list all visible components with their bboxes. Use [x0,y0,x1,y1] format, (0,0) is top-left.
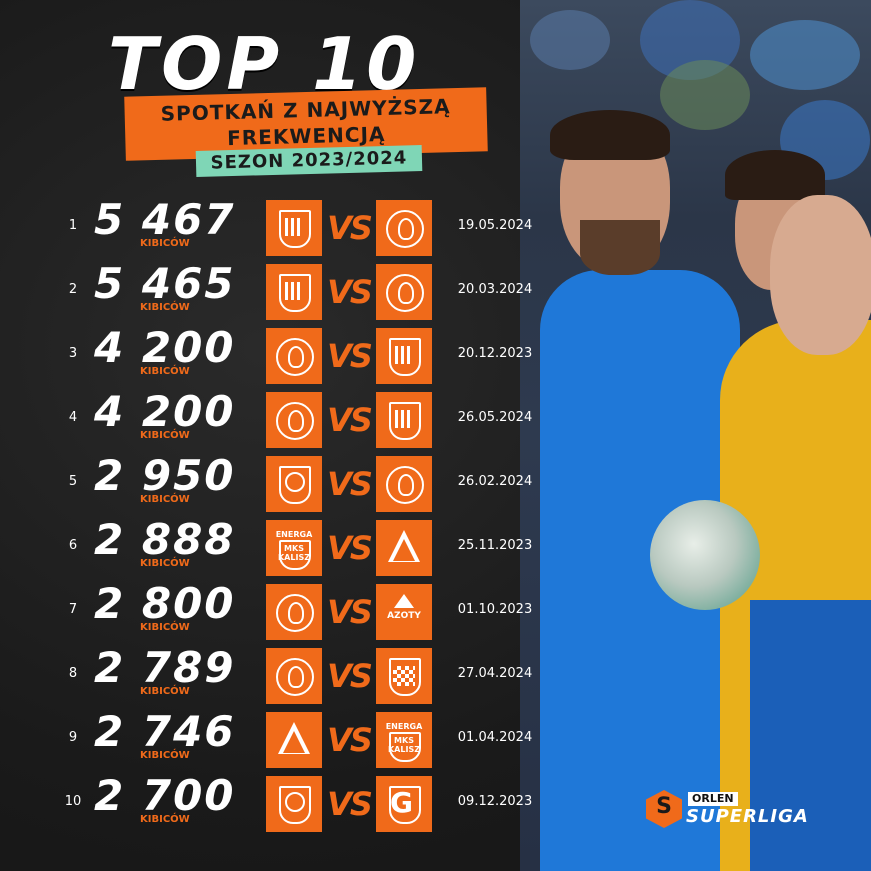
rank-number: 9 [68,730,78,745]
versus-label: VS [327,401,373,439]
ranking-row: 3 4 200 KIBICÓW VS 20.12.2023 [0,324,560,384]
match-date: 01.10.2023 [457,602,533,617]
versus-label: VS [327,785,373,823]
match-date: 01.04.2024 [457,730,533,745]
crest-text-energa: ENERGA [275,530,313,539]
checkered-shield-icon [376,648,432,704]
versus-label: VS [327,529,373,567]
page-title: TOP 10 [108,22,421,106]
handball-player-icon [376,264,432,320]
ranking-row: 5 2 950 KIBICÓW VS 26.02.2024 [0,452,560,512]
crest-text-kalisz: KALISZ [387,745,421,754]
attendance-unit-label: KIBICÓW [140,814,190,825]
azoty-crest-icon: AZOTY [376,584,432,640]
season-badge: SEZON 2023/2024 [195,145,423,177]
attendance-unit-label: KIBICÓW [140,494,190,505]
handball-player-icon [266,328,322,384]
match-date: 09.12.2023 [457,794,533,809]
versus-label: VS [327,273,373,311]
shield-ball-icon [266,776,322,832]
triangle-crest-icon [376,520,432,576]
ranking-row: 7 2 800 KIBICÓW VS AZOTY 01.10.2023 [0,580,560,640]
attendance-value: 2 746 [94,707,236,756]
attendance-value: 4 200 [94,323,236,372]
versus-label: VS [327,657,373,695]
attendance-value: 2 950 [94,451,236,500]
attendance-unit-label: KIBICÓW [140,750,190,761]
ranking-row: 1 5 467 KIBICÓW VS 19.05.2024 [0,196,560,256]
attendance-unit-label: KIBICÓW [140,622,190,633]
energa-mks-kalisz-crest: ENERGA MKS KALISZ [376,712,432,768]
rank-number: 3 [68,346,78,361]
shield-stripes-icon [266,264,322,320]
match-date: 20.12.2023 [457,346,533,361]
match-date: 20.03.2024 [457,282,533,297]
rank-number: 5 [68,474,78,489]
rank-number: 10 [64,794,82,809]
logo-superliga-text: SUPERLIGA [686,806,809,827]
rank-number: 8 [68,666,78,681]
ranking-row: 6 2 888 KIBICÓW ENERGA MKS KALISZ VS 25.11.2023 [0,516,560,576]
g-shield-icon: G [376,776,432,832]
attendance-unit-label: KIBICÓW [140,238,190,249]
shield-stripes-icon [266,200,322,256]
crest-text-kalisz: KALISZ [277,553,311,562]
crest-text-mks: MKS [394,736,414,745]
background-photo [520,0,871,871]
rank-number: 7 [68,602,78,617]
handball-ball [650,500,760,610]
orlen-superliga-logo: S ORLEN SUPERLIGA [646,790,816,830]
match-date: 26.02.2024 [457,474,533,489]
attendance-value: 4 200 [94,387,236,436]
handball-player-icon [376,456,432,512]
attendance-value: 5 467 [94,195,236,244]
match-date: 25.11.2023 [457,538,533,553]
handball-player-icon [266,392,322,448]
ranking-row: 9 2 746 KIBICÓW VS ENERGA MKS KALISZ 01.04.2024 [0,708,560,768]
ranking-row: 4 4 200 KIBICÓW VS 26.05.2024 [0,388,560,448]
rank-number: 6 [68,538,78,553]
logo-orlen-text: ORLEN [688,792,738,806]
handball-player-icon [266,648,322,704]
shield-stripes-icon [376,328,432,384]
attendance-unit-label: KIBICÓW [140,366,190,377]
attendance-value: 2 888 [94,515,236,564]
attendance-value: 2 700 [94,771,236,820]
versus-label: VS [327,209,373,247]
attendance-unit-label: KIBICÓW [140,558,190,569]
versus-label: VS [327,465,373,503]
attendance-unit-label: KIBICÓW [140,430,190,441]
attendance-unit-label: KIBICÓW [140,302,190,313]
energa-mks-kalisz-crest: ENERGA MKS KALISZ [266,520,322,576]
versus-label: VS [327,337,373,375]
handball-player-icon [266,584,322,640]
versus-label: VS [327,721,373,759]
match-date: 26.05.2024 [457,410,533,425]
match-date: 27.04.2024 [457,666,533,681]
rank-number: 2 [68,282,78,297]
handball-player-icon [376,200,432,256]
match-date: 19.05.2024 [457,218,533,233]
attendance-value: 2 789 [94,643,236,692]
crest-text-azoty: AZOTY [387,611,421,621]
shield-stripes-icon [376,392,432,448]
ranking-row: 2 5 465 KIBICÓW VS 20.03.2024 [0,260,560,320]
rank-number: 1 [68,218,78,233]
triangle-crest-icon [266,712,322,768]
attendance-unit-label: KIBICÓW [140,686,190,697]
attendance-value: 5 465 [94,259,236,308]
ranking-row: 10 2 700 KIBICÓW VS G 09.12.2023 [0,772,560,832]
shield-ball-icon [266,456,322,512]
crest-text-energa: ENERGA [385,722,423,731]
ranking-row: 8 2 789 KIBICÓW VS 27.04.2024 [0,644,560,704]
crest-text-mks: MKS [284,544,304,553]
rank-number: 4 [68,410,78,425]
attendance-value: 2 800 [94,579,236,628]
versus-label: VS [327,593,373,631]
logo-mark-letter: S [656,794,672,819]
